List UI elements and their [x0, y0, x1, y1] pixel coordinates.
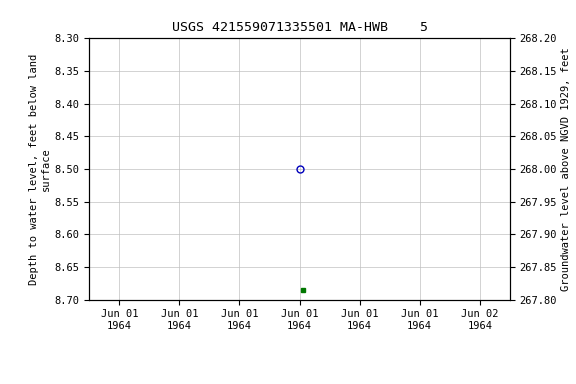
Y-axis label: Depth to water level, feet below land
surface: Depth to water level, feet below land su…	[29, 53, 50, 285]
Title: USGS 421559071335501 MA-HWB    5: USGS 421559071335501 MA-HWB 5	[172, 22, 427, 35]
Y-axis label: Groundwater level above NGVD 1929, feet: Groundwater level above NGVD 1929, feet	[561, 47, 571, 291]
